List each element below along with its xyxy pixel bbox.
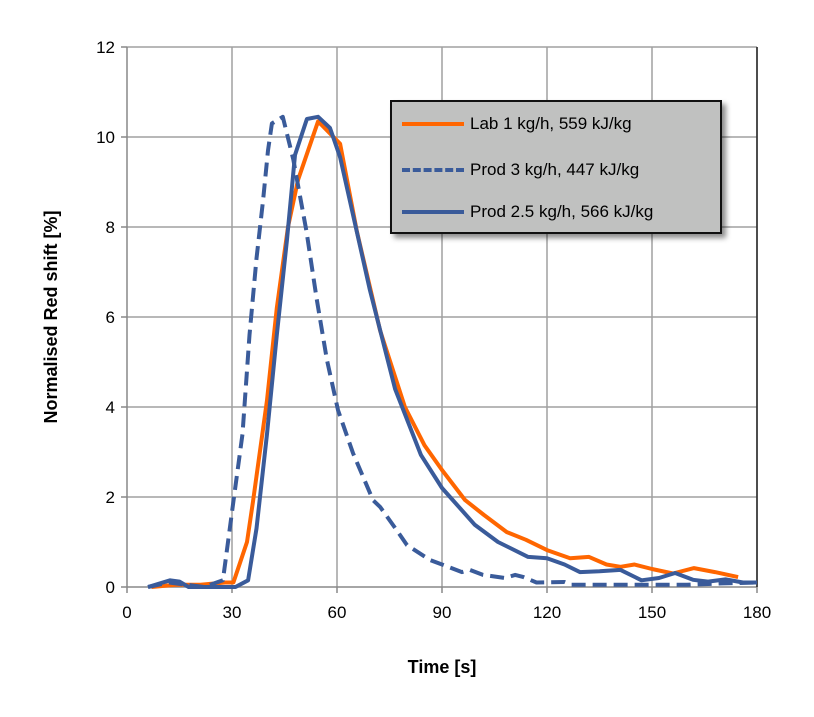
legend-swatch-prod25	[402, 210, 464, 214]
legend-swatch-prod3	[402, 168, 464, 172]
y-tick-label: 2	[106, 488, 115, 507]
x-tick-label: 120	[533, 603, 561, 622]
x-tick-label: 0	[122, 603, 131, 622]
series-lines	[147, 114, 758, 589]
legend-item-prod3: Prod 3 kg/h, 447 kJ/kg	[402, 158, 639, 182]
legend-swatch-lab	[402, 122, 464, 126]
x-tick-label: 90	[433, 603, 452, 622]
x-tick-label: 60	[328, 603, 347, 622]
x-axis-label: Time [s]	[408, 657, 477, 677]
y-tick-label: 4	[106, 398, 115, 417]
legend: Lab 1 kg/h, 559 kJ/kg Prod 3 kg/h, 447 k…	[390, 100, 722, 234]
y-tick-label: 0	[106, 578, 115, 597]
tick-labels: 0 30 60 90 120 150 180 0 2 4 6 8 10 12	[96, 38, 771, 622]
y-tick-label: 6	[106, 308, 115, 327]
legend-label: Lab 1 kg/h, 559 kJ/kg	[470, 114, 632, 133]
y-tick-label: 12	[96, 38, 115, 57]
x-tick-label: 30	[223, 603, 242, 622]
series-line-1	[147, 114, 758, 589]
x-tick-label: 180	[743, 603, 771, 622]
y-tick-label: 8	[106, 218, 115, 237]
legend-item-lab: Lab 1 kg/h, 559 kJ/kg	[402, 112, 632, 136]
legend-item-prod25: Prod 2.5 kg/h, 566 kJ/kg	[402, 200, 653, 224]
x-tick-label: 150	[638, 603, 666, 622]
y-tick-label: 10	[96, 128, 115, 147]
series-line-2	[147, 114, 757, 589]
series-line-0	[151, 119, 739, 589]
legend-label: Prod 2.5 kg/h, 566 kJ/kg	[470, 202, 654, 221]
legend-label: Prod 3 kg/h, 447 kJ/kg	[470, 160, 640, 179]
y-axis-label: Normalised Red shift [%]	[41, 210, 61, 423]
